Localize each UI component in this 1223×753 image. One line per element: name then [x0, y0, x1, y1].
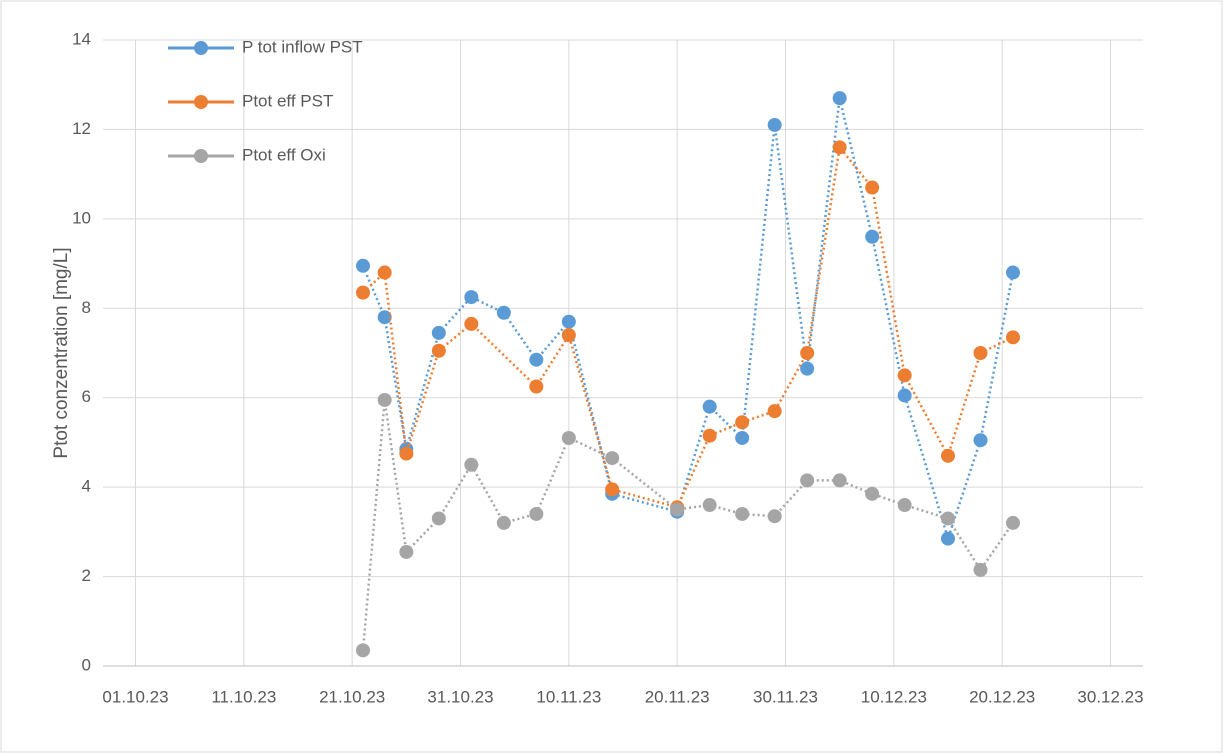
data-point — [431, 343, 446, 358]
data-point — [431, 325, 446, 340]
data-point — [735, 415, 750, 430]
data-point — [767, 404, 782, 419]
data-point — [605, 451, 620, 466]
y-tick-label: 10 — [72, 208, 91, 227]
data-point — [800, 473, 815, 488]
data-point — [464, 457, 479, 472]
data-point — [399, 446, 414, 461]
data-point — [735, 506, 750, 521]
data-point — [767, 509, 782, 524]
data-point — [377, 265, 392, 280]
data-point — [897, 388, 912, 403]
data-point — [941, 511, 955, 526]
data-point — [464, 316, 479, 331]
x-tick-label: 21.10.23 — [319, 687, 385, 706]
data-point — [973, 346, 988, 360]
data-point — [865, 180, 880, 195]
data-point — [832, 140, 847, 155]
legend-marker — [194, 149, 208, 163]
y-tick-label: 4 — [82, 477, 91, 496]
data-point — [865, 486, 880, 501]
legend-marker — [194, 41, 208, 55]
data-point — [496, 515, 511, 530]
y-tick-label: 6 — [82, 387, 91, 406]
data-point — [832, 91, 847, 106]
data-point — [735, 430, 750, 445]
x-tick-label: 31.10.23 — [427, 687, 493, 706]
x-tick-label: 20.11.23 — [645, 687, 710, 706]
data-point — [973, 562, 988, 577]
x-tick-label: 20.12.23 — [969, 687, 1035, 706]
data-point — [800, 361, 815, 376]
data-point — [800, 346, 815, 360]
x-tick-label: 11.10.23 — [211, 687, 276, 706]
data-point — [670, 502, 685, 517]
y-tick-label: 0 — [82, 655, 91, 674]
data-point — [431, 511, 446, 526]
data-point — [356, 643, 370, 658]
data-point — [561, 430, 576, 445]
data-point — [529, 352, 544, 367]
data-point — [464, 290, 479, 305]
y-axis-label: Ptot conzentration [mg/L] — [51, 247, 72, 458]
data-point — [767, 117, 782, 132]
y-tick-label: 2 — [82, 566, 91, 585]
data-point — [897, 498, 912, 513]
data-point — [529, 379, 544, 394]
x-tick-label: 01.10.23 — [102, 687, 168, 706]
data-point — [356, 285, 370, 300]
data-point — [377, 310, 392, 325]
data-point — [356, 258, 370, 273]
data-point — [702, 399, 717, 414]
x-tick-label: 30.11.23 — [753, 687, 818, 706]
legend-label: Ptot eff Oxi — [242, 145, 326, 164]
series-line — [361, 97, 1015, 543]
data-point — [941, 448, 955, 463]
data-point — [399, 544, 414, 559]
y-tick-label: 14 — [72, 29, 91, 48]
data-point — [529, 506, 544, 521]
data-point — [1006, 515, 1020, 530]
data-point — [832, 473, 847, 488]
x-tick-label: 30.12.23 — [1077, 687, 1143, 706]
data-point — [1006, 265, 1020, 280]
data-point — [377, 392, 392, 407]
data-point — [496, 305, 511, 320]
data-point — [605, 482, 620, 497]
legend-marker — [194, 95, 208, 109]
y-tick-label: 8 — [82, 298, 91, 317]
data-point — [1006, 330, 1020, 345]
data-point — [561, 328, 576, 343]
data-point — [702, 428, 717, 443]
x-tick-label: 10.11.23 — [536, 687, 601, 706]
data-point — [973, 433, 988, 448]
data-point — [561, 314, 576, 329]
data-point — [897, 368, 912, 383]
data-point — [702, 498, 717, 513]
x-tick-label: 10.12.23 — [861, 687, 927, 706]
legend-label: P tot inflow PST — [242, 37, 363, 56]
y-tick-label: 12 — [72, 119, 91, 138]
data-point — [865, 229, 880, 244]
legend-label: Ptot eff PST — [242, 91, 333, 110]
data-point — [941, 531, 955, 546]
